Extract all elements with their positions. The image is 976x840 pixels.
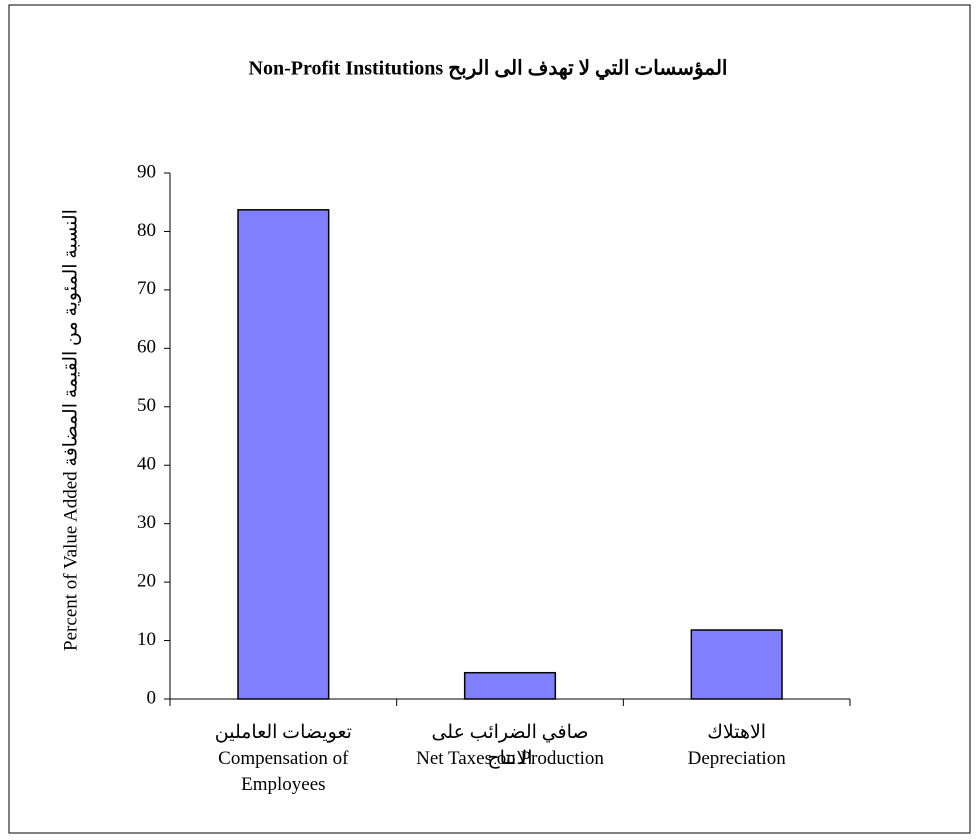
y-tick-label: 70 [137,278,156,299]
chart-title: Non-Profit Institutions المؤسسات التي لا… [249,58,728,81]
x-tick-label: Compensation of Employees [218,748,349,795]
bar [690,629,783,700]
y-tick-label: 20 [137,570,156,591]
y-axis-label: Percent of Value Added النسبة المئوية من… [60,209,81,651]
y-tick-label: 30 [137,512,156,533]
y-tick-label: 40 [137,454,156,475]
bar [463,671,557,700]
y-tick-label: 50 [137,395,156,416]
y-tick-label: 80 [137,220,156,241]
y-tick-label: 60 [137,337,156,358]
x-tick-label-ar: صافي الضرائب على الانتاج [431,722,589,769]
x-tick-label: Depreciation [687,748,786,769]
x-tick-label: Net Taxes on Production [416,748,604,769]
x-tick-label-ar: الاهتلاك [707,722,767,743]
x-tick-label-ar: تعويضات العاملين [214,722,352,743]
bar [237,209,330,700]
y-tick-label: 10 [137,629,156,650]
y-tick-label: 90 [137,161,156,182]
y-tick-label: 0 [147,687,157,708]
chart-border [8,4,971,834]
